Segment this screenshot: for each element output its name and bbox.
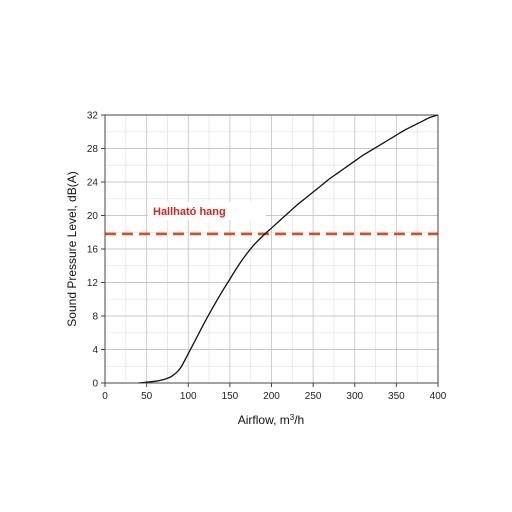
x-tick-label: 0 [102,391,108,402]
threshold-label: Hallható hang [153,206,226,218]
y-tick-label: 32 [87,111,99,122]
x-tick-label: 50 [141,391,153,402]
y-tick-label: 8 [92,312,98,323]
x-tick-label: 100 [180,391,197,402]
x-tick-label: 300 [346,391,363,402]
y-axis-title: Sound Pressure Level, dB(A) [65,171,79,326]
x-axis-title-sup: 3 [290,413,295,422]
y-tick-label: 28 [87,144,99,155]
y-tick-label: 20 [87,211,99,222]
x-tick-label: 200 [263,391,280,402]
threshold-label-backdrop [148,202,266,220]
x-axis-title-main: Airflow, m [238,413,290,427]
series-line [138,114,439,384]
y-tick-label: 12 [87,278,99,289]
y-tick-label: 24 [87,178,99,189]
x-tick-label: 250 [305,391,322,402]
audible-threshold [105,202,438,236]
y-tick-label: 4 [92,345,98,356]
tick-labels: 0 50 100 150 200 250 300 350 400 0 4 8 12 16 20 24 28 32 [87,111,447,403]
x-axis-title-tail: /h [294,413,304,427]
y-tick-label: 0 [92,379,98,390]
x-tick-label: 400 [430,391,447,402]
x-tick-label: 350 [388,391,405,402]
x-tick-label: 150 [222,391,239,402]
series-group [138,114,439,384]
x-axis-title: Airflow, m3/h [238,413,304,428]
y-tick-label: 16 [87,245,99,256]
axis-ticks [101,114,439,387]
